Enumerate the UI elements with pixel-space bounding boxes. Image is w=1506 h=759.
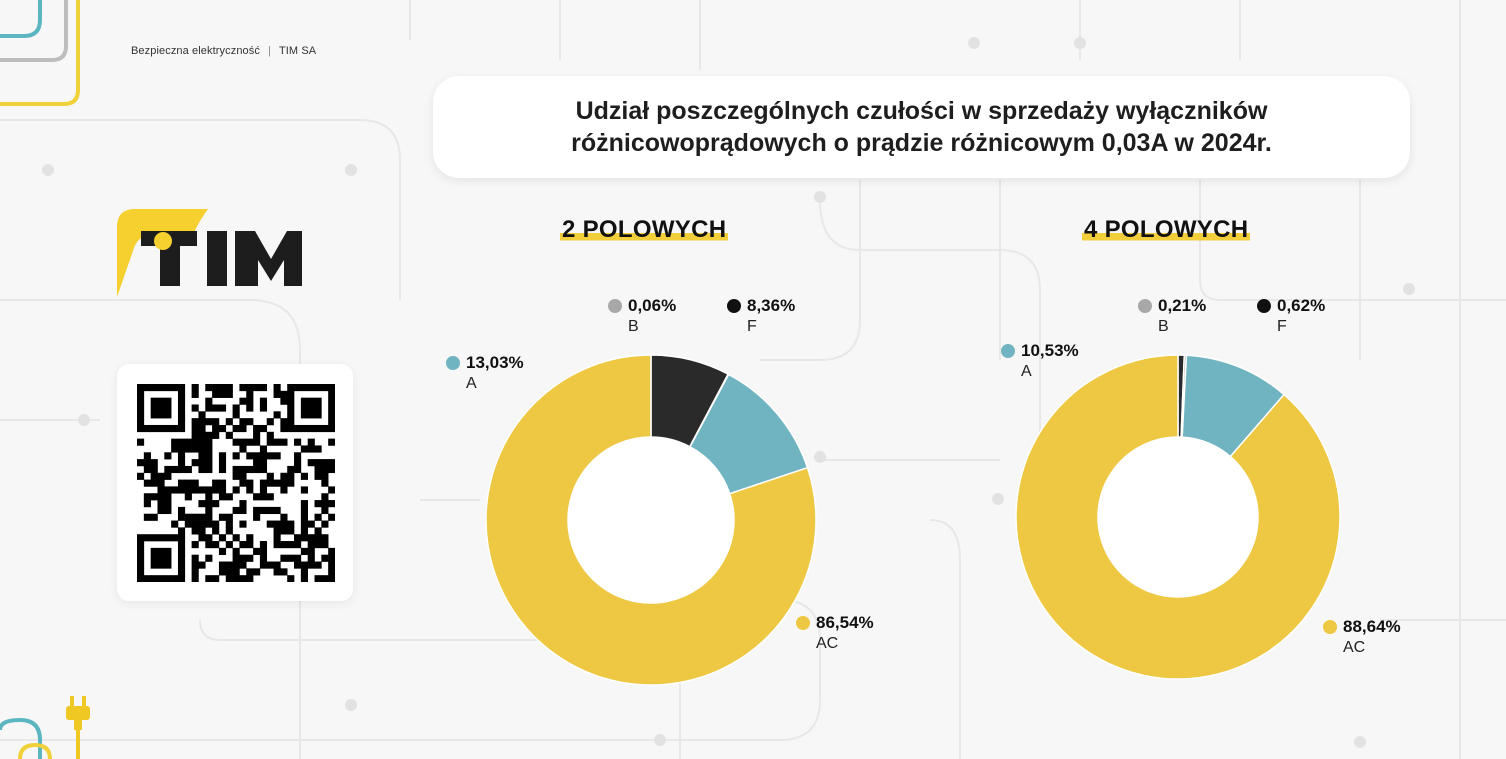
legend-dot-F [1257,299,1271,313]
legend-dot-F [727,299,741,313]
page-title: Udział poszczególnych czułości w sprzeda… [571,97,1272,157]
chart-2-label-AC: 88,64% AC [1323,617,1401,657]
chart-1-category-F: F [747,318,757,335]
legend-dot-A [446,356,460,370]
chart-2-category-B: B [1158,318,1169,335]
chart-1-category-B: B [628,318,639,335]
chart-1-title-text: 2 POLOWYCH [560,216,729,244]
chart-2-category-AC: AC [1343,639,1366,656]
chart-1-donut-hole [568,437,734,603]
legend-dot-A [1001,344,1015,358]
chart-1-title: 2 POLOWYCH [560,216,729,244]
chart-2-value-B: 0,21% [1158,296,1207,315]
legend-dot-AC [1323,620,1337,634]
header-separator: | [267,45,271,57]
header-right-text: TIM SA [278,45,317,57]
legend-dot-B [1138,299,1152,313]
header-breadcrumb: Bezpieczna elektryczność | TIM SA [131,45,316,57]
legend-dot-AC [796,616,810,630]
chart-1-value-AC: 86,54% [816,613,874,632]
chart-1-value-F: 8,36% [747,296,796,315]
qr-card[interactable] [117,364,353,601]
chart-2-title: 4 POLOWYCH [1082,216,1251,244]
chart-2-label-A: 10,53% A [1001,341,1079,381]
chart-1-value-A: 13,03% [466,353,524,372]
chart-2-value-AC: 88,64% [1343,617,1401,636]
chart-1-value-B: 0,06% [628,296,677,315]
chart-2-label-B: 0,21% B [1138,296,1206,336]
chart-2-value-A: 10,53% [1021,341,1079,360]
tim-logo [117,209,302,297]
qr-code-icon [137,384,335,582]
chart-1-label-AC: 86,54% AC [796,613,874,653]
chart-1-label-A: 13,03% A [446,353,524,393]
chart-2-label-F: 0,62% F [1257,296,1325,336]
header-left-text: Bezpieczna elektryczność [131,45,260,57]
chart-2-title-text: 4 POLOWYCH [1082,216,1251,244]
chart-2-category-F: F [1277,318,1287,335]
chart-1-category-A: A [466,375,477,392]
chart-2-category-A: A [1021,363,1032,380]
chart-1-label-B: 0,06% B [608,296,676,336]
legend-dot-B [608,299,622,313]
plug-icon [66,696,90,759]
chart-2-donut-hole [1098,437,1258,597]
chart-2-value-F: 0,62% [1277,296,1326,315]
chart-1-category-AC: AC [816,635,839,652]
title-card: Udział poszczególnych czułości w sprzeda… [433,76,1410,178]
chart-1-label-F: 8,36% F [727,296,795,336]
